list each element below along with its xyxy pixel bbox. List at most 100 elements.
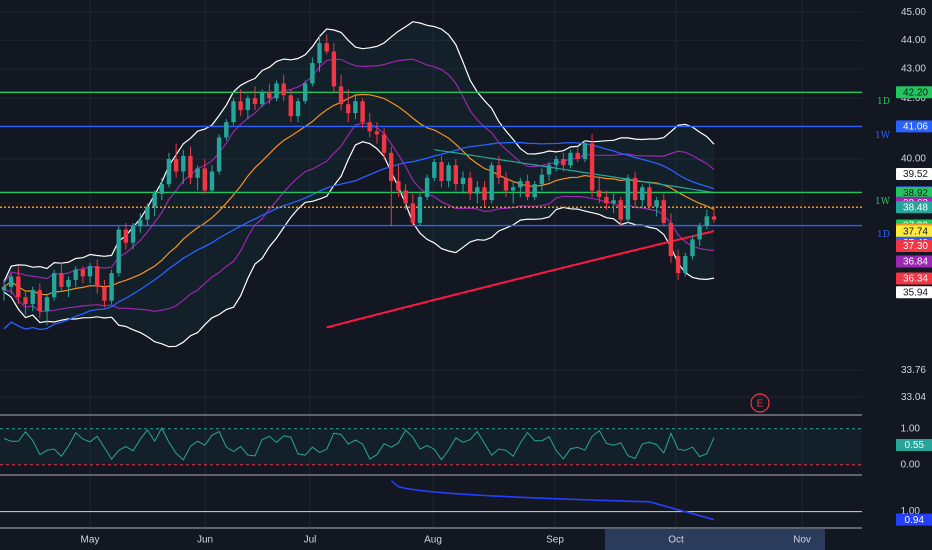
- bollinger-band-fill: [4, 21, 714, 347]
- price-tag: 37.30: [896, 240, 932, 252]
- price-tag-bg: [896, 240, 932, 252]
- oscillator-value-label: 0.55: [905, 440, 925, 451]
- price-tag-label: 38.92: [903, 188, 928, 199]
- price-tag: 42.20: [896, 86, 932, 98]
- price-axis-tick: 43.00: [901, 64, 926, 75]
- time-axis-month-label: Jul: [304, 535, 317, 546]
- candle-body: [697, 226, 702, 240]
- candle-body: [389, 152, 394, 181]
- candle-body: [130, 226, 136, 243]
- candle-body: [231, 101, 236, 123]
- price-tag-label: 39.52: [903, 169, 928, 180]
- oscillator-value-tag-bg: [896, 439, 932, 451]
- keltner-lower-line: [3, 122, 715, 313]
- bollinger-lower-line: [3, 141, 715, 348]
- candle-body: [654, 200, 659, 207]
- candle-body: [647, 187, 652, 207]
- price-tag-label: 37.30: [903, 241, 928, 252]
- candle-body: [453, 165, 458, 185]
- price-tag: 39.52: [896, 168, 932, 180]
- candle-body: [475, 187, 480, 194]
- candle-body: [138, 219, 143, 227]
- level-timeframe-label: 1D: [877, 230, 890, 240]
- level-timeframe-label: 1W: [875, 197, 891, 207]
- candle-body: [267, 92, 272, 99]
- candle-body: [668, 222, 674, 257]
- candle-body: [102, 286, 107, 301]
- candle-body: [690, 239, 695, 257]
- price-tag: 35.94: [896, 286, 932, 298]
- indicator-value-tag: 0.94: [896, 513, 932, 526]
- price-tag-bg: [896, 225, 932, 238]
- price-tag-bg: [896, 201, 932, 214]
- candle-body: [87, 266, 93, 277]
- candle-body: [95, 266, 100, 287]
- time-axis-month-label: Nov: [793, 535, 811, 546]
- candle-body: [116, 229, 121, 274]
- level-timeframe-label: 1W: [875, 131, 891, 141]
- price-tag: 37.74: [896, 225, 932, 238]
- candle-body: [209, 171, 215, 191]
- candle-body: [245, 98, 250, 111]
- candle-body: [611, 200, 616, 204]
- earnings-marker-circle: [750, 393, 770, 413]
- candle-body: [195, 168, 200, 178]
- candle-body: [539, 174, 545, 185]
- candle-body: [317, 43, 322, 64]
- price-tag-bg: [896, 255, 932, 268]
- candle-body: [23, 297, 28, 305]
- candle-body: [561, 159, 566, 166]
- indicator-axis-tick: 1.00: [901, 506, 921, 517]
- candle-body: [16, 276, 21, 298]
- candle-body: [640, 187, 645, 201]
- candle-body: [152, 193, 157, 207]
- candle-body: [374, 131, 380, 135]
- candle-body: [202, 168, 207, 191]
- candle-body: [410, 203, 415, 223]
- candle-body: [424, 177, 430, 197]
- time-axis-month-label: Oct: [668, 535, 684, 546]
- candle-body: [632, 177, 638, 201]
- candle-body: [303, 83, 308, 102]
- price-tag-label: 36.84: [903, 257, 928, 268]
- candle-body: [66, 279, 71, 287]
- candle-body: [37, 290, 42, 312]
- indicator-line: [390, 480, 715, 521]
- earnings-event-icon: E: [750, 393, 770, 413]
- candle-body: [274, 83, 279, 99]
- ma-20-line: [3, 93, 715, 296]
- keltner-upper-line: [3, 58, 715, 284]
- candle-body: [80, 269, 86, 277]
- candle-body: [546, 165, 552, 175]
- candle-body: [496, 165, 501, 178]
- candle-body: [123, 229, 129, 243]
- ma-200-line: [326, 230, 715, 329]
- candle-body: [511, 187, 516, 191]
- candle-body: [166, 159, 172, 185]
- candle-body: [338, 86, 344, 105]
- candle-body: [525, 181, 530, 197]
- candle-body: [403, 190, 408, 204]
- candle-body: [346, 104, 351, 114]
- candle-body: [432, 162, 437, 178]
- candle-body: [109, 273, 114, 301]
- time-axis-month-label: Aug: [424, 535, 442, 546]
- candle-body: [288, 95, 293, 117]
- candle-body: [460, 177, 466, 185]
- candle-body: [604, 196, 609, 204]
- candle-body: [439, 162, 444, 181]
- candle-body: [181, 155, 186, 172]
- candle-body: [597, 190, 602, 197]
- candle-body: [589, 143, 595, 191]
- price-tag: 38.92: [896, 187, 932, 199]
- ma-50-line: [3, 141, 715, 331]
- price-axis-tick: 45.00: [901, 7, 926, 18]
- price-tag-label: 42.20: [903, 87, 928, 98]
- candle-body: [625, 177, 631, 220]
- time-axis-highlight: [605, 529, 825, 550]
- candle-body: [188, 155, 193, 178]
- price-axis-tick: 42.00: [901, 93, 926, 104]
- candle-body: [8, 276, 14, 287]
